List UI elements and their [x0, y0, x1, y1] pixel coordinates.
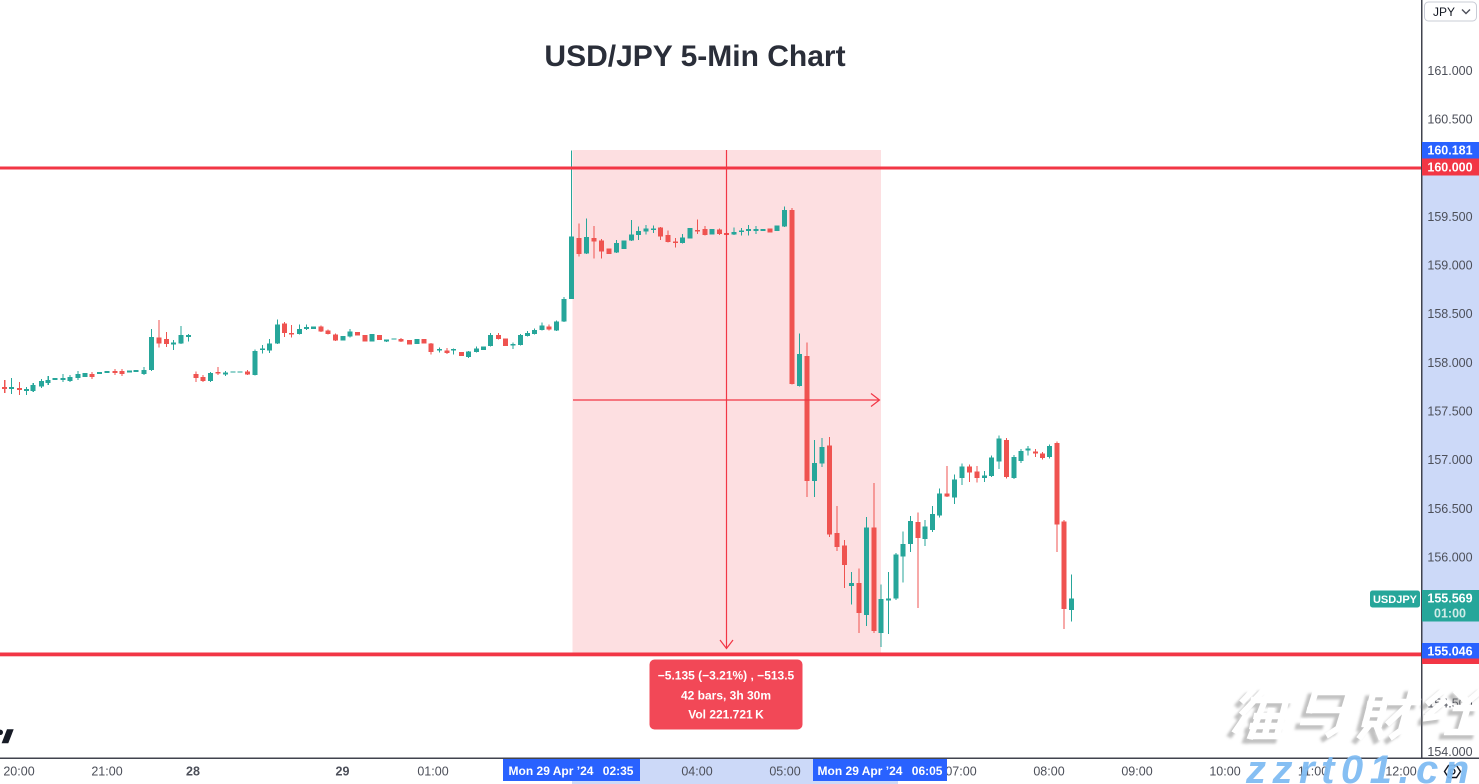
svg-text:21:00: 21:00 — [91, 765, 122, 779]
svg-text:161.000: 161.000 — [1427, 64, 1472, 78]
svg-text:158.000: 158.000 — [1427, 356, 1472, 370]
svg-text:USD/JPY 5-Min Chart: USD/JPY 5-Min Chart — [544, 40, 845, 73]
svg-text:159.500: 159.500 — [1427, 210, 1472, 224]
svg-text:Vol 221.721 K: Vol 221.721 K — [688, 708, 764, 722]
svg-text:09:00: 09:00 — [1121, 765, 1152, 779]
svg-text:04:00: 04:00 — [681, 765, 712, 779]
svg-text:07:00: 07:00 — [945, 765, 976, 779]
svg-text:Mon 29 Apr ’24 02:35: Mon 29 Apr ’24 02:35 — [509, 764, 634, 778]
svg-text:159.000: 159.000 — [1427, 259, 1472, 273]
svg-text:01:00: 01:00 — [1434, 607, 1466, 621]
svg-text:05:00: 05:00 — [769, 765, 800, 779]
svg-text:156.500: 156.500 — [1427, 502, 1472, 516]
svg-text:29: 29 — [336, 765, 350, 779]
svg-text:12:00: 12:00 — [1385, 765, 1416, 779]
svg-text:11:00: 11:00 — [1298, 765, 1328, 779]
svg-text:−5.135 (−3.21%) , −513.5: −5.135 (−3.21%) , −513.5 — [658, 669, 795, 683]
svg-text:160.000: 160.000 — [1427, 161, 1472, 175]
svg-text:28: 28 — [186, 765, 200, 779]
svg-text:158.500: 158.500 — [1427, 307, 1472, 321]
svg-text:154.000: 154.000 — [1427, 745, 1472, 759]
svg-text:155.046: 155.046 — [1427, 645, 1472, 659]
svg-text:Mon 29 Apr ’24 06:05: Mon 29 Apr ’24 06:05 — [818, 764, 943, 778]
svg-text:160.500: 160.500 — [1427, 113, 1472, 127]
svg-text:01:00: 01:00 — [417, 765, 448, 779]
svg-text:155.569: 155.569 — [1427, 592, 1472, 606]
svg-text:JPY: JPY — [1433, 5, 1455, 19]
svg-text:08:00: 08:00 — [1033, 765, 1064, 779]
svg-text:20:00: 20:00 — [3, 765, 34, 779]
svg-text:USDJPY: USDJPY — [1373, 594, 1418, 606]
svg-text:157.500: 157.500 — [1427, 405, 1472, 419]
svg-text:160.181: 160.181 — [1427, 144, 1472, 158]
svg-text:10:00: 10:00 — [1209, 765, 1240, 779]
svg-text:156.000: 156.000 — [1427, 550, 1472, 564]
svg-text:157.000: 157.000 — [1427, 453, 1472, 467]
svg-text:42 bars, 3h 30m: 42 bars, 3h 30m — [681, 689, 771, 703]
